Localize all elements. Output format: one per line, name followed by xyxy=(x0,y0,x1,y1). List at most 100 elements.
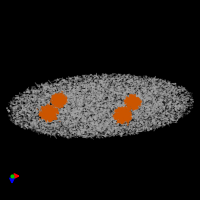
Point xyxy=(89,112,93,115)
Point xyxy=(13,116,16,119)
Point xyxy=(147,126,150,130)
Point xyxy=(67,97,70,100)
Point xyxy=(52,101,55,104)
Point xyxy=(121,91,125,94)
Point xyxy=(122,82,125,85)
Point xyxy=(152,118,155,121)
Point xyxy=(77,117,80,121)
Point xyxy=(124,108,127,111)
Point xyxy=(135,118,139,122)
Point xyxy=(92,107,95,111)
Point xyxy=(88,98,91,102)
Point xyxy=(128,97,132,100)
Point xyxy=(169,85,172,88)
Point xyxy=(57,121,60,124)
Point xyxy=(55,106,58,109)
Point xyxy=(48,125,52,128)
Point xyxy=(40,119,43,123)
Point xyxy=(96,94,99,97)
Point xyxy=(59,124,62,127)
Point xyxy=(102,84,105,87)
Point xyxy=(134,100,137,103)
Point xyxy=(154,113,158,116)
Point xyxy=(159,124,162,128)
Point xyxy=(63,114,66,117)
Point xyxy=(88,103,91,106)
Point xyxy=(166,117,169,120)
Point xyxy=(114,113,118,116)
Point xyxy=(52,113,55,116)
Point xyxy=(39,105,43,108)
Point xyxy=(82,107,85,110)
Point xyxy=(121,114,124,117)
Point xyxy=(42,113,45,117)
Point xyxy=(124,109,128,113)
Point xyxy=(47,101,50,104)
Point xyxy=(94,118,97,121)
Point xyxy=(53,95,56,99)
Point xyxy=(114,113,117,116)
Point xyxy=(151,113,154,117)
Point xyxy=(73,116,76,119)
Point xyxy=(124,106,127,109)
Point xyxy=(59,97,62,101)
Point xyxy=(136,103,139,106)
Point xyxy=(50,108,53,111)
Point xyxy=(151,89,154,92)
Point xyxy=(50,110,53,113)
Point xyxy=(125,90,128,93)
Point xyxy=(48,117,52,120)
Point xyxy=(89,122,92,125)
Point xyxy=(149,107,153,111)
Point xyxy=(123,93,126,96)
Point xyxy=(36,106,39,109)
Point xyxy=(157,102,160,105)
Point xyxy=(41,95,44,98)
Point xyxy=(47,92,50,95)
Point xyxy=(111,107,114,110)
Point xyxy=(119,112,123,115)
Point xyxy=(137,106,141,109)
Point xyxy=(153,94,156,97)
Point xyxy=(80,127,83,131)
Point xyxy=(110,115,113,118)
Point xyxy=(120,132,123,135)
Point xyxy=(105,119,109,122)
Point xyxy=(180,96,183,99)
Point xyxy=(166,87,169,90)
Point xyxy=(71,116,74,119)
Point xyxy=(132,116,135,120)
Point xyxy=(64,103,67,106)
Point xyxy=(95,116,98,119)
Point xyxy=(73,119,76,122)
Point xyxy=(135,112,138,115)
Point xyxy=(110,111,113,114)
Point xyxy=(122,92,126,95)
Point xyxy=(95,78,98,81)
Point xyxy=(98,84,101,87)
Point xyxy=(142,113,145,116)
Point xyxy=(126,119,130,122)
Point xyxy=(104,113,108,116)
Point xyxy=(132,100,135,103)
Point xyxy=(52,109,55,112)
Point xyxy=(112,104,115,107)
Point xyxy=(72,134,75,137)
Point xyxy=(54,116,57,119)
Point xyxy=(85,122,89,126)
Point xyxy=(101,107,105,110)
Point xyxy=(78,95,81,98)
Point xyxy=(61,106,64,109)
Point xyxy=(155,94,158,98)
Point xyxy=(40,117,43,120)
Point xyxy=(178,105,181,108)
Point xyxy=(122,110,125,113)
Point xyxy=(60,103,64,106)
Point xyxy=(128,130,131,133)
Point xyxy=(110,75,113,78)
Point xyxy=(36,99,39,102)
Point xyxy=(155,104,158,107)
Point xyxy=(177,111,180,114)
Point xyxy=(77,104,81,107)
Point xyxy=(102,85,105,88)
